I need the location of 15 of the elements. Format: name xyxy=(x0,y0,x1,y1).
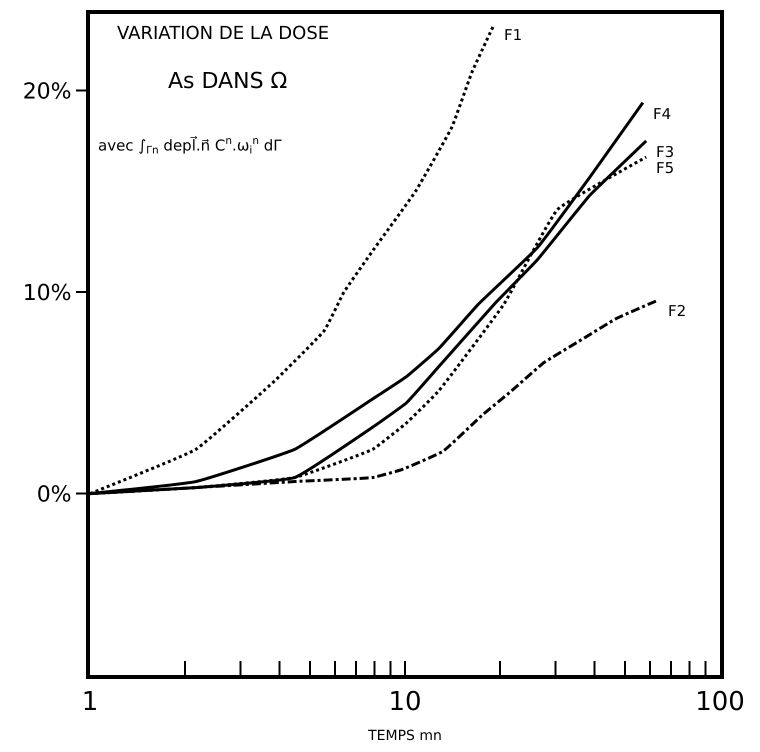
series-label: F2 xyxy=(668,302,686,320)
series-label: F1 xyxy=(504,26,522,44)
annotation: avec ∫$_{Γn}$ depl⃗.n⃗ C$^{n}$.ω$_{i}$$^{n}$ dΓ xyxy=(98,135,282,156)
text: As DANS Ω xyxy=(168,69,288,94)
x-tick-label: 1 xyxy=(82,687,98,718)
series-label: F3 xyxy=(656,143,674,161)
y-tick-label: 20% xyxy=(22,79,72,104)
x-tick-label: 100 xyxy=(695,687,745,718)
text: VARIATION DE LA DOSE xyxy=(117,23,330,44)
y-tick-label: 10% xyxy=(22,280,72,306)
y-tick-label: 0% xyxy=(36,482,72,508)
x-axis-title: TEMPS mn xyxy=(367,728,442,744)
x-tick-label: 10 xyxy=(388,687,422,718)
series-label: F4 xyxy=(653,105,672,123)
series-label: F5 xyxy=(656,159,674,177)
